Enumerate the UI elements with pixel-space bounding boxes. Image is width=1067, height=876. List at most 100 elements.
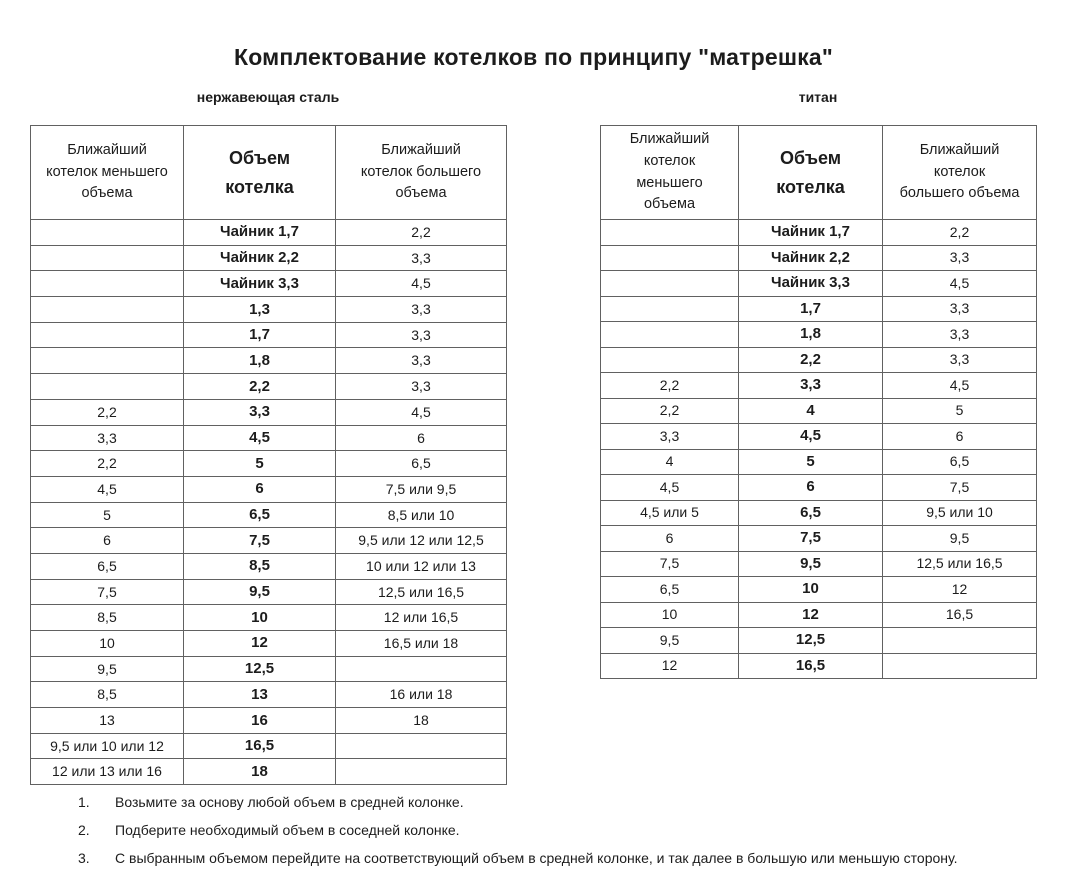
header-cell-volume: Объем котелка (183, 125, 336, 220)
cell-larger-volume: 2,2 (335, 219, 507, 246)
cell-larger-volume: 9,5 (882, 525, 1037, 552)
cell-volume: 6 (183, 475, 336, 503)
cell-smaller-volume: 4 (600, 448, 739, 475)
cell-volume: 8,5 (183, 552, 336, 580)
cell-volume: 9,5 (738, 550, 883, 577)
cell-larger-volume: 12,5 или 16,5 (882, 550, 1037, 577)
table-row: 6,5 10 12 (600, 576, 1037, 603)
cell-smaller-volume: 7,5 (30, 578, 184, 606)
cell-volume: 1,3 (183, 296, 336, 323)
instruction-item: 2. Подберите необходимый объем в соседне… (78, 822, 1028, 850)
cell-volume: 3,3 (183, 398, 336, 426)
cell-larger-volume: 6 (882, 423, 1037, 450)
cell-volume: 7,5 (183, 527, 336, 554)
cell-smaller-volume (600, 270, 739, 297)
cell-smaller-volume: 8,5 (30, 604, 184, 631)
cell-volume: 16,5 (738, 652, 883, 679)
page-title: Комплектование котелков по принципу "мат… (233, 44, 834, 70)
table-row: Чайник 3,3 4,5 (30, 270, 507, 298)
table-row: Чайник 3,3 4,5 (600, 270, 1037, 297)
cell-larger-volume: 3,3 (335, 347, 507, 375)
cell-volume: 6 (738, 474, 883, 501)
cell-larger-volume: 3,3 (882, 244, 1037, 271)
table-row: 6 7,5 9,5 (600, 525, 1037, 552)
table-row: 10 12 16,5 или 18 (30, 630, 507, 657)
cell-volume: 9,5 (183, 578, 336, 606)
cell-smaller-volume: 10 (30, 630, 184, 657)
cell-smaller-volume: 12 (600, 652, 739, 679)
cell-volume: Чайник 3,3 (738, 270, 883, 297)
cell-larger-volume: 9,5 или 10 (882, 499, 1037, 526)
cell-volume: 6,5 (183, 501, 336, 529)
cell-volume: 1,7 (738, 295, 883, 322)
cell-larger-volume: 7,5 (882, 474, 1037, 501)
cell-larger-volume: 16 или 18 (335, 681, 507, 709)
cell-larger-volume: 6,5 (335, 450, 507, 477)
table-row: 8,5 10 12 или 16,5 (30, 604, 507, 631)
instructions-list: 1. Возьмите за основу любой объем в сред… (78, 794, 1028, 876)
table-label-stainless-steel: нержавеющая сталь (196, 89, 340, 105)
cell-volume: 13 (183, 681, 336, 709)
table-row: 13 16 18 (30, 707, 507, 734)
table-row: 4,5 6 7,5 (600, 474, 1037, 501)
cell-smaller-volume: 10 (600, 601, 739, 628)
cell-smaller-volume: 2,2 (600, 372, 739, 399)
cell-smaller-volume: 2,2 (600, 397, 739, 424)
table-row: 12 или 13 или 16 18 (30, 758, 507, 786)
cell-volume: Чайник 3,3 (183, 270, 336, 298)
instruction-number: 3. (78, 850, 90, 866)
cell-larger-volume (882, 652, 1037, 679)
table-row: 3,3 4,5 6 (600, 423, 1037, 450)
cell-smaller-volume: 6,5 (600, 576, 739, 603)
table-row: 9,5 или 10 или 12 16,5 (30, 732, 507, 760)
cell-larger-volume: 4,5 (882, 372, 1037, 399)
cell-volume: 6,5 (738, 499, 883, 526)
cell-smaller-volume (30, 347, 184, 375)
table-row: 2,2 4 5 (600, 397, 1037, 424)
header-cell-smaller-volume: Ближайший котелок меньшего объема (600, 125, 739, 220)
cell-smaller-volume: 3,3 (30, 424, 184, 452)
table-row: 4 5 6,5 (600, 448, 1037, 475)
table-header: Ближайший котелок меньшего объема Объем к… (600, 125, 1037, 220)
cell-smaller-volume (30, 219, 184, 246)
cell-larger-volume: 12 (882, 576, 1037, 603)
cell-smaller-volume: 13 (30, 707, 184, 734)
table-row: 6,5 8,5 10 или 12 или 13 (30, 552, 507, 580)
instruction-item: 1. Возьмите за основу любой объем в сред… (78, 794, 1028, 822)
cell-volume: 4,5 (738, 423, 883, 450)
table-row: 1,7 3,3 (600, 295, 1037, 322)
cell-volume: 1,8 (183, 347, 336, 375)
table-row: 4,5 6 7,5 или 9,5 (30, 475, 507, 503)
cell-volume: 1,8 (738, 321, 883, 348)
table-row: 3,3 4,5 6 (30, 424, 507, 452)
cell-volume: 18 (183, 758, 336, 786)
cell-volume: 5 (738, 448, 883, 475)
header-row: Ближайший котелок меньшего объема Объем к… (600, 125, 1037, 220)
header-cell-larger-volume: Ближайший котелок большего объема (882, 125, 1037, 220)
cell-larger-volume (335, 732, 507, 760)
cell-volume: 12,5 (183, 655, 336, 683)
cell-smaller-volume: 9,5 (600, 627, 739, 654)
cell-larger-volume: 3,3 (882, 321, 1037, 348)
cell-larger-volume: 8,5 или 10 (335, 501, 507, 529)
table-row: 9,5 12,5 (600, 627, 1037, 654)
cell-larger-volume (882, 627, 1037, 654)
instruction-text: С выбранным объемом перейдите на соответ… (115, 850, 958, 866)
cell-smaller-volume: 6 (600, 525, 739, 552)
table-body: Чайник 1,7 2,2 Чайник 2,2 3,3 Чайник 3,3 4,5 1… (600, 219, 1037, 679)
table-row: 10 12 16,5 (600, 601, 1037, 628)
cell-larger-volume: 4,5 (882, 270, 1037, 297)
cell-larger-volume: 5 (882, 397, 1037, 424)
cell-larger-volume: 3,3 (882, 346, 1037, 373)
instruction-number: 1. (78, 794, 90, 810)
cell-larger-volume: 3,3 (335, 244, 507, 272)
cell-smaller-volume (30, 296, 184, 323)
table-row: 1,8 3,3 (600, 321, 1037, 348)
table-row: Чайник 1,7 2,2 (600, 219, 1037, 246)
cell-volume: 12 (738, 601, 883, 628)
cell-larger-volume: 6,5 (882, 448, 1037, 475)
instruction-number: 2. (78, 822, 90, 838)
cell-larger-volume: 3,3 (882, 295, 1037, 322)
table-row: 2,2 5 6,5 (30, 450, 507, 477)
